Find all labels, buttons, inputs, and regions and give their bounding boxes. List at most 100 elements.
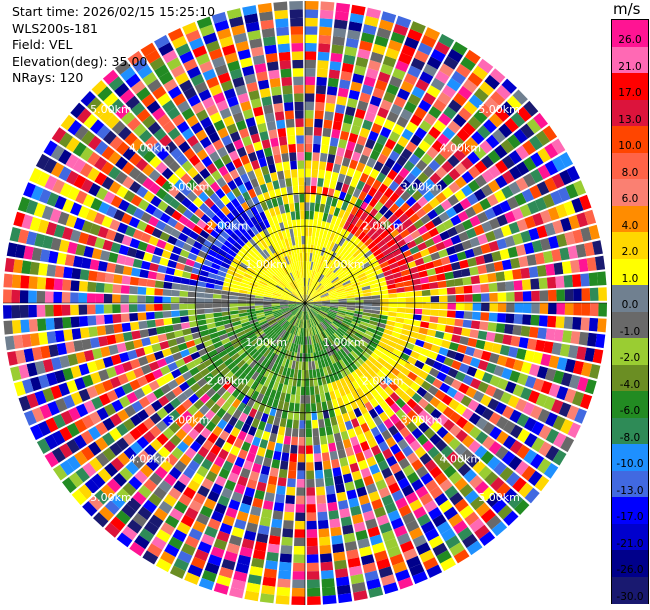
velocity-cell bbox=[579, 194, 592, 211]
velocity-cell bbox=[268, 129, 278, 139]
velocity-cell bbox=[397, 135, 409, 148]
velocity-cell bbox=[496, 430, 509, 445]
velocity-cell bbox=[184, 535, 200, 549]
velocity-cell bbox=[456, 128, 470, 142]
velocity-cell bbox=[254, 541, 267, 552]
velocity-cell bbox=[363, 333, 373, 341]
velocity-cell bbox=[275, 162, 283, 172]
velocity-cell bbox=[454, 223, 466, 234]
velocity-cell bbox=[395, 15, 412, 29]
velocity-cell bbox=[443, 465, 457, 478]
range-ring-label: 4.00km bbox=[129, 142, 171, 155]
velocity-cell bbox=[354, 252, 364, 261]
velocity-cell bbox=[237, 554, 251, 566]
velocity-cell bbox=[299, 303, 305, 310]
velocity-cell bbox=[502, 420, 516, 434]
velocity-cell bbox=[291, 428, 299, 437]
velocity-cell bbox=[305, 319, 307, 329]
velocity-cell bbox=[324, 281, 332, 289]
velocity-cell bbox=[523, 242, 535, 255]
velocity-cell bbox=[358, 365, 367, 375]
velocity-cell bbox=[314, 271, 319, 280]
velocity-cell bbox=[469, 236, 481, 248]
velocity-cell bbox=[371, 498, 384, 510]
velocity-cell bbox=[501, 259, 512, 270]
velocity-cell bbox=[359, 40, 373, 52]
velocity-cell bbox=[348, 340, 358, 348]
velocity-cell bbox=[218, 468, 230, 480]
velocity-cell bbox=[472, 460, 486, 474]
velocity-cell bbox=[355, 208, 364, 219]
velocity-cell bbox=[293, 369, 298, 379]
velocity-cell bbox=[289, 1, 303, 10]
velocity-cell bbox=[458, 231, 469, 242]
velocity-cell bbox=[528, 227, 540, 241]
velocity-cell bbox=[455, 371, 466, 382]
velocity-cell bbox=[318, 312, 327, 318]
colorbar-tick-label: 17.0 bbox=[618, 87, 642, 99]
velocity-cell bbox=[205, 313, 214, 319]
velocity-cell bbox=[407, 93, 421, 106]
velocity-cell bbox=[137, 295, 146, 303]
velocity-cell bbox=[267, 361, 275, 371]
velocity-cell bbox=[404, 285, 414, 292]
velocity-cell bbox=[367, 241, 377, 250]
velocity-cell bbox=[451, 360, 462, 371]
velocity-cell bbox=[359, 154, 369, 165]
velocity-cell bbox=[423, 500, 438, 513]
velocity-cell bbox=[46, 264, 57, 277]
velocity-cell bbox=[28, 290, 37, 303]
velocity-cell bbox=[192, 520, 207, 533]
velocity-cell bbox=[197, 541, 212, 554]
elevation-label: Elevation(deg): 35.00 bbox=[12, 53, 148, 69]
velocity-cell bbox=[323, 468, 333, 479]
velocity-cell bbox=[576, 212, 588, 228]
velocity-cell bbox=[362, 146, 373, 157]
velocity-cell bbox=[429, 433, 442, 446]
velocity-cell bbox=[342, 473, 353, 484]
velocity-cell bbox=[346, 297, 356, 301]
velocity-cell bbox=[259, 516, 271, 527]
velocity-cell bbox=[367, 275, 377, 282]
velocity-cell bbox=[318, 264, 324, 273]
velocity-cell bbox=[372, 179, 382, 190]
velocity-cell bbox=[363, 76, 376, 88]
velocity-cell bbox=[226, 394, 236, 405]
velocity-cell bbox=[265, 155, 275, 166]
velocity-cell bbox=[559, 169, 573, 186]
velocity-cell bbox=[307, 311, 311, 320]
velocity-cell bbox=[494, 402, 507, 415]
velocity-cell bbox=[340, 275, 349, 282]
velocity-cell bbox=[507, 134, 521, 149]
velocity-cell bbox=[325, 249, 332, 258]
velocity-cell bbox=[479, 140, 493, 154]
velocity-cell bbox=[414, 360, 425, 370]
velocity-cell bbox=[419, 549, 435, 563]
velocity-cell bbox=[348, 132, 359, 144]
velocity-cell bbox=[378, 411, 389, 422]
velocity-cell bbox=[443, 219, 454, 230]
velocity-cell bbox=[143, 521, 159, 536]
velocity-cell bbox=[336, 147, 346, 157]
velocity-cell bbox=[290, 26, 303, 35]
velocity-cell bbox=[343, 282, 352, 288]
velocity-cell bbox=[292, 59, 304, 69]
velocity-cell bbox=[493, 365, 505, 377]
velocity-cell bbox=[229, 307, 239, 311]
velocity-cell bbox=[318, 350, 324, 360]
velocity-cell bbox=[305, 344, 308, 354]
velocity-cell bbox=[443, 106, 457, 120]
velocity-cell bbox=[364, 214, 373, 225]
velocity-cell bbox=[160, 551, 176, 565]
velocity-cell bbox=[305, 277, 308, 287]
velocity-cell bbox=[269, 467, 279, 477]
velocity-cell bbox=[336, 414, 344, 425]
velocity-cell bbox=[363, 510, 375, 522]
velocity-cell bbox=[376, 558, 391, 570]
velocity-cell bbox=[412, 251, 423, 261]
velocity-cell bbox=[531, 421, 545, 436]
velocity-cell bbox=[539, 290, 549, 302]
velocity-cell bbox=[413, 296, 423, 303]
velocity-cell bbox=[408, 266, 419, 274]
velocity-cell bbox=[493, 261, 504, 272]
